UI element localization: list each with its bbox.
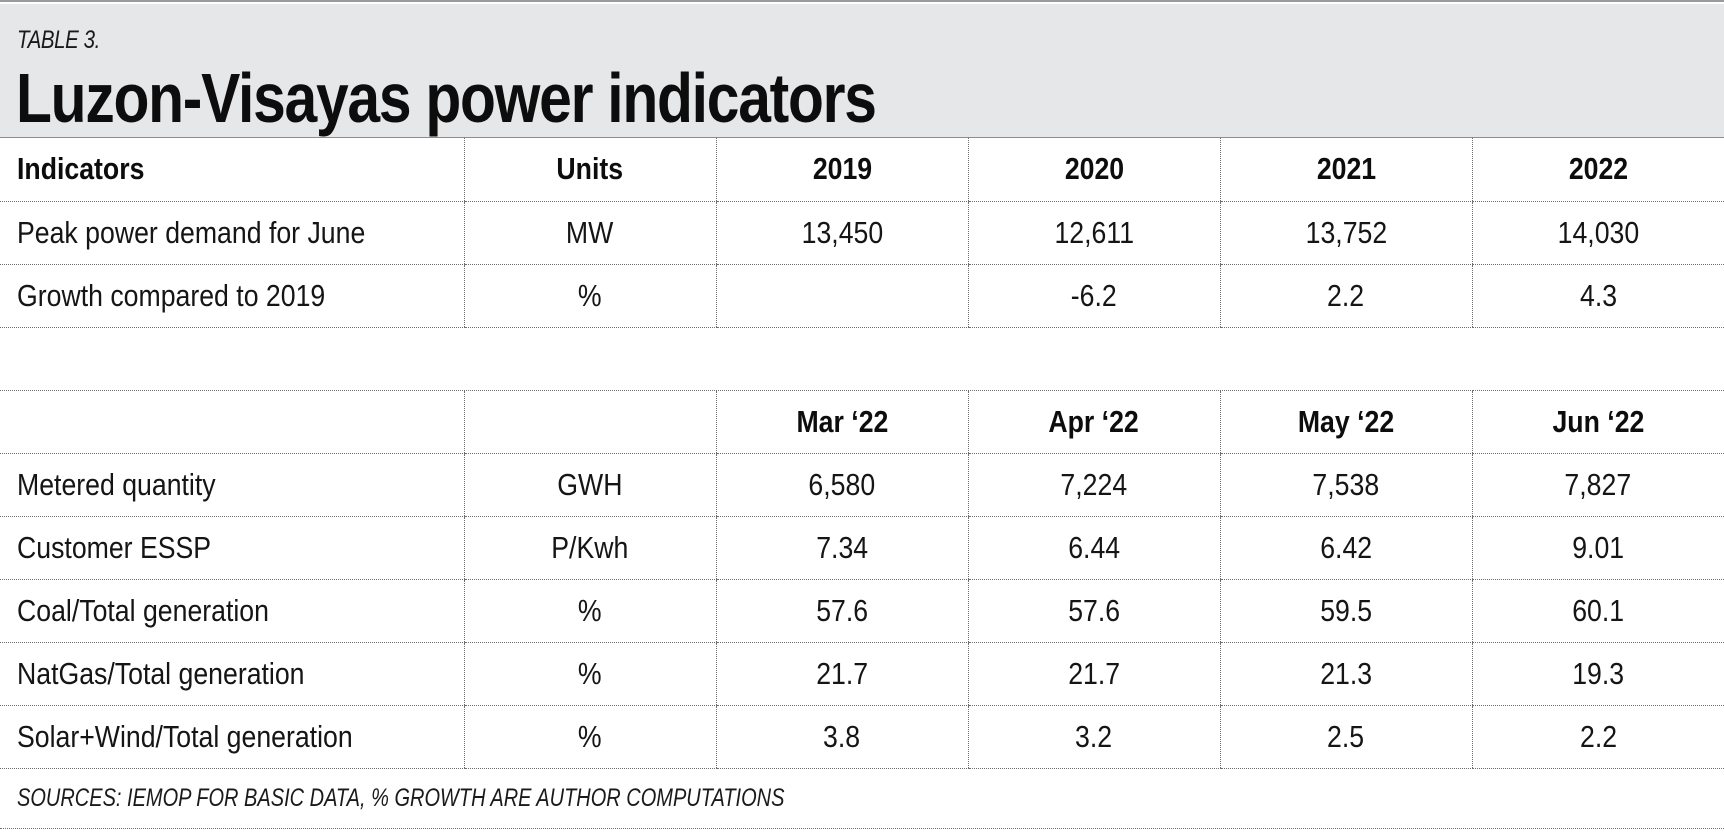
value-cell: 6.44 (967, 516, 1220, 580)
value-cell: 60.1 (1471, 579, 1724, 643)
monthly-header-row: Mar ‘22 Apr ‘22 May ‘22 Jun ‘22 (0, 390, 1724, 454)
value-cell: 57.6 (967, 579, 1220, 643)
value-cell: 12,611 (967, 201, 1220, 265)
header-cell-indicators: Indicators (0, 138, 464, 202)
header-cell-2021: 2021 (1219, 138, 1472, 202)
table-row-growth: Growth compared to 2019 % -6.2 2.2 4.3 (0, 264, 1724, 328)
table-row-solar-wind-share: Solar+Wind/Total generation % 3.8 3.2 2.… (0, 705, 1724, 769)
value-cell: 7,538 (1219, 453, 1472, 517)
header-cell-jun-22: Jun ‘22 (1471, 390, 1724, 454)
value-cell: 7,224 (967, 453, 1220, 517)
header-cell-blank (463, 390, 716, 454)
unit-cell: MW (463, 201, 716, 265)
unit-cell: GWH (463, 453, 716, 517)
value-cell: 3.2 (967, 705, 1220, 769)
value-cell: 59.5 (1219, 579, 1472, 643)
value-cell: 7,827 (1471, 453, 1724, 517)
value-cell: 2.2 (1471, 705, 1724, 769)
unit-cell: P/Kwh (463, 516, 716, 580)
power-indicators-table: Indicators Units 2019 2020 2021 2022 Pea… (0, 138, 1724, 769)
header-cell-2019: 2019 (715, 138, 968, 202)
page-title: Luzon-Visayas power indicators (16, 59, 877, 137)
table-number-label: TABLE 3. (17, 26, 100, 54)
table-row-metered-quantity: Metered quantity GWH 6,580 7,224 7,538 7… (0, 453, 1724, 517)
row-label: NatGas/Total generation (0, 642, 464, 706)
value-cell: 21.3 (1219, 642, 1472, 706)
unit-cell: % (463, 264, 716, 328)
value-cell: -6.2 (967, 264, 1220, 328)
value-cell: 21.7 (967, 642, 1220, 706)
header-cell-2020: 2020 (967, 138, 1220, 202)
spacer-cell (0, 327, 1724, 391)
value-cell: 9.01 (1471, 516, 1724, 580)
header-cell-mar-22: Mar ‘22 (715, 390, 968, 454)
row-label: Metered quantity (0, 453, 464, 517)
row-label: Solar+Wind/Total generation (0, 705, 464, 769)
value-cell: 21.7 (715, 642, 968, 706)
annual-header-row: Indicators Units 2019 2020 2021 2022 (0, 138, 1724, 202)
value-cell: 3.8 (715, 705, 968, 769)
value-cell: 4.3 (1471, 264, 1724, 328)
header-cell-apr-22: Apr ‘22 (967, 390, 1220, 454)
row-label: Coal/Total generation (0, 579, 464, 643)
table-row-coal-share: Coal/Total generation % 57.6 57.6 59.5 6… (0, 579, 1724, 643)
header-cell-may-22: May ‘22 (1219, 390, 1472, 454)
table-row-natgas-share: NatGas/Total generation % 21.7 21.7 21.3… (0, 642, 1724, 706)
value-cell: 7.34 (715, 516, 968, 580)
unit-cell: % (463, 642, 716, 706)
unit-cell: % (463, 579, 716, 643)
value-cell: 57.6 (715, 579, 968, 643)
value-cell: 2.5 (1219, 705, 1472, 769)
value-cell: 6.42 (1219, 516, 1472, 580)
table-row-peak-demand: Peak power demand for June MW 13,450 12,… (0, 201, 1724, 265)
value-cell: 2.2 (1219, 264, 1472, 328)
table-row-customer-essp: Customer ESSP P/Kwh 7.34 6.44 6.42 9.01 (0, 516, 1724, 580)
value-cell: 13,450 (715, 201, 968, 265)
value-cell: 13,752 (1219, 201, 1472, 265)
value-cell: 6,580 (715, 453, 968, 517)
value-cell: 14,030 (1471, 201, 1724, 265)
spacer-row (0, 327, 1724, 391)
row-label: Growth compared to 2019 (0, 264, 464, 328)
source-note: SOURCES: IEMOP FOR BASIC DATA, % GROWTH … (17, 784, 785, 812)
bottom-divider (0, 828, 1724, 829)
header-cell-2022: 2022 (1471, 138, 1724, 202)
header-cell-blank (0, 390, 464, 454)
row-label: Peak power demand for June (0, 201, 464, 265)
row-label: Customer ESSP (0, 516, 464, 580)
header-cell-units: Units (463, 138, 716, 202)
value-cell: 19.3 (1471, 642, 1724, 706)
table-header-band: TABLE 3. Luzon-Visayas power indicators (0, 4, 1724, 138)
unit-cell: % (463, 705, 716, 769)
value-cell (715, 264, 968, 328)
